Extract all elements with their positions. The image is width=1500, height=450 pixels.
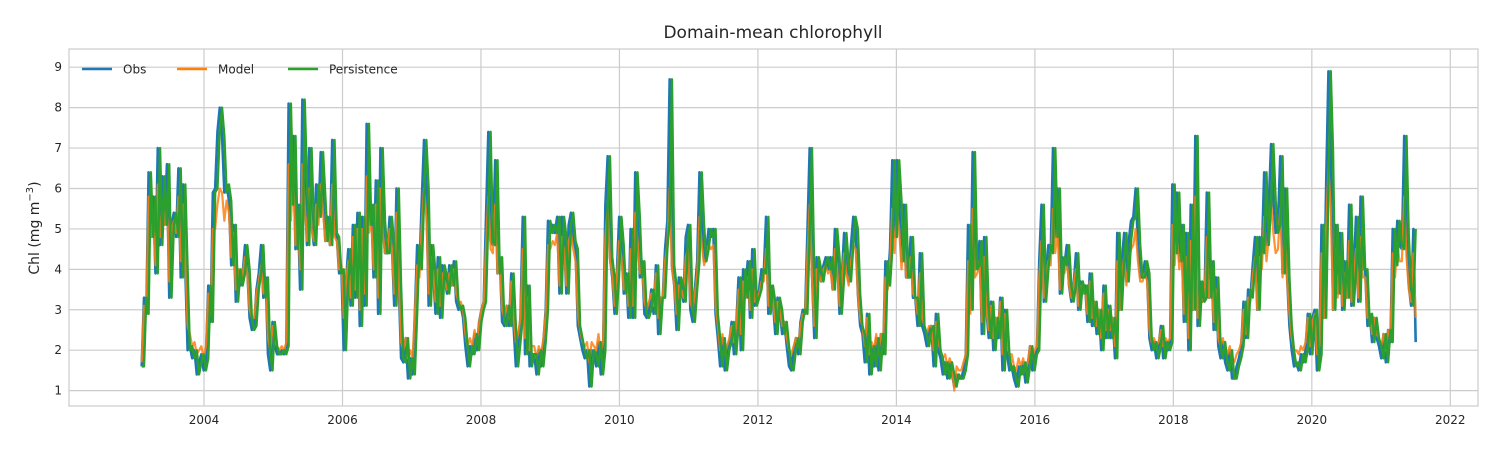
y-tick-label: 9 [54,60,62,74]
x-tick-label: 2012 [743,413,774,427]
x-tick-label: 2004 [189,413,220,427]
x-tick-label: 2022 [1435,413,1466,427]
y-tick-label: 5 [54,222,62,236]
x-tick-label: 2008 [466,413,497,427]
y-tick-label: 6 [54,181,62,195]
y-axis-label: Chl (mg m−3) [25,181,43,274]
plot-frame [68,48,1479,407]
legend: Obs Model Persistence [82,63,398,77]
x-axis: 2004 2006 2008 2010 2012 2014 2016 2018 2020 2022 [189,413,1466,427]
x-tick-label: 2014 [881,413,912,427]
legend-label: Persistence [329,63,398,77]
y-tick-label: 2 [54,343,62,357]
series-line-persistence [141,70,1417,388]
y-axis-label-main: Chl (mg m [27,202,43,275]
y-tick-label: 8 [54,101,62,115]
legend-label: Obs [123,63,146,77]
x-tick-label: 2010 [604,413,635,427]
x-tick-label: 2018 [1158,413,1189,427]
y-tick-label: 1 [54,384,62,398]
x-tick-label: 2020 [1297,413,1328,427]
chart-title: Domain-mean chlorophyll [663,23,882,43]
legend-label: Model [218,63,254,77]
series-layer [140,69,1417,392]
y-tick-label: 4 [54,262,62,276]
y-tick-label: 7 [54,141,62,155]
y-axis-label-tail: ) [27,181,43,186]
y-axis: 1 2 3 4 5 6 7 8 9 [54,60,62,397]
y-axis-label-superscript: −3 [25,187,36,202]
x-tick-label: 2016 [1020,413,1051,427]
x-tick-label: 2006 [327,413,358,427]
y-tick-label: 3 [54,303,62,317]
